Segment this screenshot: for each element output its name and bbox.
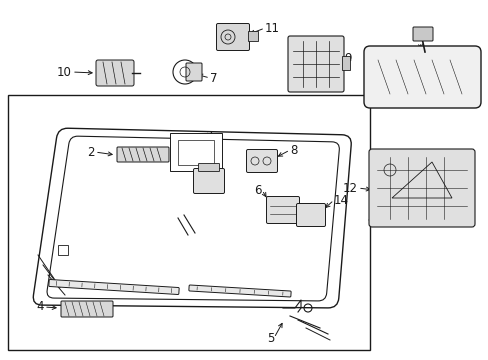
Text: 2: 2 — [87, 145, 95, 158]
FancyBboxPatch shape — [49, 279, 179, 294]
FancyBboxPatch shape — [216, 23, 249, 50]
FancyBboxPatch shape — [246, 149, 277, 172]
FancyBboxPatch shape — [61, 301, 113, 317]
Text: 4: 4 — [37, 301, 44, 314]
Bar — [247, 31, 258, 41]
FancyBboxPatch shape — [193, 168, 224, 194]
Bar — [178, 140, 214, 165]
Bar — [8, 95, 369, 350]
Text: 9: 9 — [344, 51, 351, 64]
FancyBboxPatch shape — [117, 147, 169, 162]
Text: 11: 11 — [264, 22, 280, 35]
Text: 8: 8 — [289, 144, 297, 157]
FancyBboxPatch shape — [287, 36, 343, 92]
Bar — [58, 245, 68, 255]
FancyBboxPatch shape — [198, 163, 219, 171]
FancyBboxPatch shape — [188, 285, 290, 297]
PathPatch shape — [33, 128, 350, 308]
Text: 7: 7 — [209, 72, 217, 85]
Text: 5: 5 — [266, 332, 273, 345]
Bar — [170, 133, 222, 171]
FancyBboxPatch shape — [363, 46, 480, 108]
FancyBboxPatch shape — [368, 149, 474, 227]
Text: 1: 1 — [371, 213, 379, 226]
Bar — [341, 56, 349, 70]
Text: 14: 14 — [333, 194, 348, 207]
FancyBboxPatch shape — [96, 60, 134, 86]
FancyBboxPatch shape — [185, 63, 202, 81]
FancyBboxPatch shape — [266, 197, 299, 224]
Text: 10: 10 — [57, 66, 72, 78]
FancyBboxPatch shape — [412, 27, 432, 41]
FancyBboxPatch shape — [296, 203, 325, 226]
Text: 12: 12 — [342, 181, 357, 194]
Text: 3: 3 — [205, 130, 212, 143]
Text: 6: 6 — [254, 184, 262, 197]
Text: 13: 13 — [412, 29, 427, 42]
